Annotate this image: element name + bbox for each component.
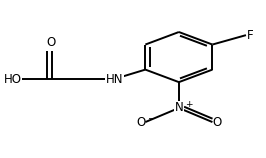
Text: −: − bbox=[147, 114, 154, 123]
Text: O: O bbox=[47, 36, 56, 49]
Text: O: O bbox=[213, 115, 222, 129]
Text: HN: HN bbox=[106, 73, 123, 85]
Text: O: O bbox=[136, 115, 145, 129]
Text: +: + bbox=[185, 100, 193, 109]
Text: HO: HO bbox=[3, 73, 22, 85]
Text: N: N bbox=[174, 101, 183, 115]
Text: F: F bbox=[247, 29, 254, 42]
